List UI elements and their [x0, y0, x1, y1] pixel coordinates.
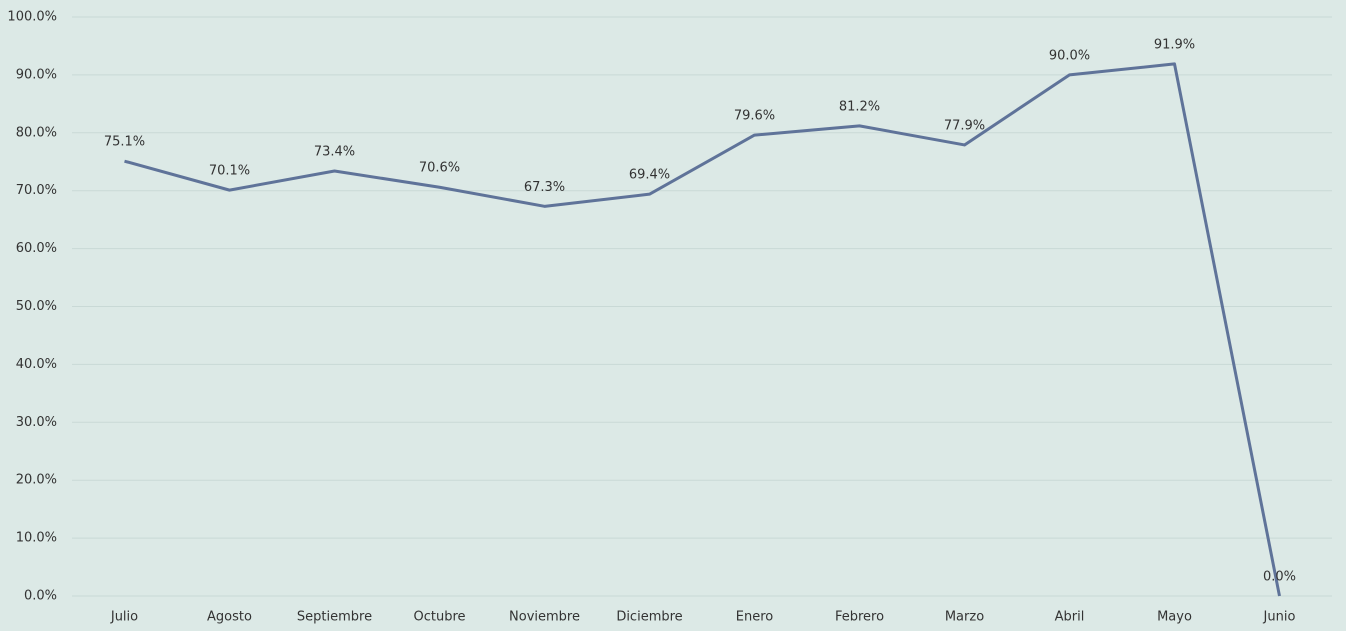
x-tick-label: Julio [110, 610, 138, 625]
x-tick-label: Febrero [835, 610, 884, 625]
x-tick-label: Agosto [207, 610, 252, 625]
data-label: 90.0% [1049, 48, 1090, 63]
y-tick-label: 80.0% [16, 125, 57, 140]
data-label: 70.1% [209, 164, 250, 179]
x-tick-label: Abril [1055, 610, 1085, 625]
y-tick-label: 60.0% [16, 241, 57, 256]
y-tick-label: 70.0% [16, 183, 57, 198]
x-tick-label: Noviembre [509, 610, 580, 625]
x-tick-label: Enero [736, 610, 774, 625]
y-tick-label: 30.0% [16, 415, 57, 430]
data-label: 69.4% [629, 168, 670, 183]
line-series [124, 62, 1281, 597]
x-tick-label: Octubre [413, 610, 465, 625]
data-label: 81.2% [839, 99, 880, 114]
y-tick-label: 20.0% [16, 473, 57, 488]
data-label: 67.3% [524, 180, 565, 195]
data-label: 0.0% [1263, 570, 1296, 585]
x-tick-label: Diciembre [616, 610, 682, 625]
data-label: 73.4% [314, 145, 355, 160]
data-label: 75.1% [104, 135, 145, 150]
data-label: 79.6% [734, 109, 775, 124]
data-label: 77.9% [944, 118, 985, 133]
data-label: 70.6% [419, 161, 460, 176]
y-tick-label: 0.0% [24, 589, 57, 604]
y-tick-label: 100.0% [7, 10, 57, 25]
x-tick-label: Junio [1263, 610, 1296, 625]
y-tick-label: 50.0% [16, 299, 57, 314]
y-tick-label: 40.0% [16, 357, 57, 372]
y-tick-label: 10.0% [16, 531, 57, 546]
data-label: 91.9% [1154, 37, 1195, 52]
x-tick-label: Marzo [945, 610, 984, 625]
y-tick-label: 90.0% [16, 67, 57, 82]
x-tick-label: Mayo [1157, 610, 1192, 625]
x-tick-label: Septiembre [297, 610, 372, 625]
